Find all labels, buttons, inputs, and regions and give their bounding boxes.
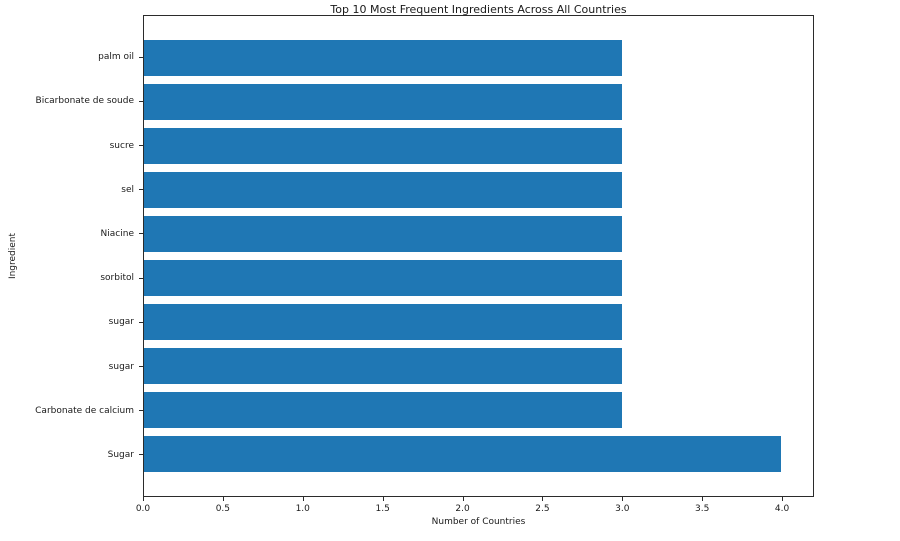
bar-row (144, 80, 813, 124)
x-tick-label-8: 4.0 (774, 504, 790, 514)
bar-7 (144, 348, 622, 384)
y-tick-mark (139, 233, 143, 235)
x-tick-mark (782, 497, 784, 501)
y-tick-mark (139, 410, 143, 412)
x-tick-label-6: 3.0 (615, 504, 630, 514)
x-tick-label-2: 1.0 (295, 504, 310, 514)
y-tick-mark (139, 145, 143, 146)
y-tick-label-0: palm oil (98, 52, 134, 63)
bar-row (144, 36, 813, 80)
y-tick-row: sel (0, 168, 143, 212)
x-tick-mark (382, 497, 384, 501)
y-tick-label-1: Bicarbonate de soude (35, 96, 134, 107)
bar-row (144, 300, 813, 344)
bar-6 (144, 304, 622, 340)
y-tick-mark (139, 189, 143, 191)
y-tick-row: Niacine (0, 212, 143, 256)
bar-row (144, 168, 813, 212)
y-tick-mark (139, 100, 143, 102)
bar-row (144, 256, 813, 300)
bar-9 (144, 436, 782, 472)
y-tick-row: Carbonate de calcium (0, 389, 143, 433)
x-tick-mark (702, 497, 704, 501)
x-tick-mark (622, 497, 624, 501)
y-tick-label-9: Sugar (107, 449, 134, 460)
y-tick-row: palm oil (0, 35, 143, 79)
bar-row (144, 344, 813, 388)
y-tick-label-8: Carbonate de calcium (35, 405, 134, 416)
y-tick-mark (139, 321, 143, 323)
y-tick-label-7: sugar (108, 361, 134, 372)
y-tick-row: Bicarbonate de soude (0, 79, 143, 123)
y-tick-label-5: sorbitol (100, 273, 134, 284)
y-tick-label-4: Niacine (100, 228, 134, 239)
x-tick-label-0: 0.0 (135, 504, 151, 514)
bar-1 (144, 84, 622, 120)
y-tick-row: sugar (0, 344, 143, 388)
bar-row (144, 388, 813, 432)
x-axis-area: 0.0 0.5 1.0 1.5 2.0 2.5 3.0 3.5 4.0 (136, 497, 814, 527)
x-tick-mark (542, 497, 544, 501)
y-tick-row: sorbitol (0, 256, 143, 300)
x-tick-mark (302, 497, 304, 501)
x-tick-label-5: 2.5 (535, 504, 550, 514)
bar-row (144, 432, 813, 476)
x-tick-label-4: 2.0 (455, 504, 470, 514)
y-tick-mark (139, 454, 143, 456)
bar-5 (144, 260, 622, 296)
y-tick-mark (139, 56, 143, 58)
x-tick-mark (222, 497, 224, 501)
bar-8 (144, 392, 622, 428)
bar-3 (144, 172, 622, 208)
y-tick-row: sugar (0, 300, 143, 344)
x-tick-mark (143, 497, 144, 501)
x-tick-label-7: 3.5 (694, 504, 710, 514)
bars-area (144, 36, 813, 476)
plot-area (143, 15, 814, 497)
x-axis-label: Number of Countries (431, 517, 526, 527)
bar-row (144, 212, 813, 256)
y-tick-label-6: sugar (108, 317, 134, 328)
y-tick-mark (139, 277, 143, 279)
y-tick-label-3: sel (121, 184, 134, 195)
chart-title: Top 10 Most Frequent Ingredients Across … (330, 3, 627, 16)
bar-row (144, 124, 813, 168)
y-tick-mark (139, 366, 143, 368)
y-tick-labels-area: palm oil Bicarbonate de soude sucre sel Niac… (0, 35, 143, 477)
y-tick-row: sucre (0, 123, 143, 167)
bar-0 (144, 40, 622, 76)
x-tick-mark (462, 497, 464, 501)
bar-2 (144, 128, 622, 164)
y-tick-label-2: sucre (109, 140, 134, 151)
x-tick-label-1: 0.5 (215, 504, 231, 514)
bar-4 (144, 216, 622, 252)
x-tick-label-3: 1.5 (375, 504, 390, 514)
y-tick-row: Sugar (0, 433, 143, 477)
